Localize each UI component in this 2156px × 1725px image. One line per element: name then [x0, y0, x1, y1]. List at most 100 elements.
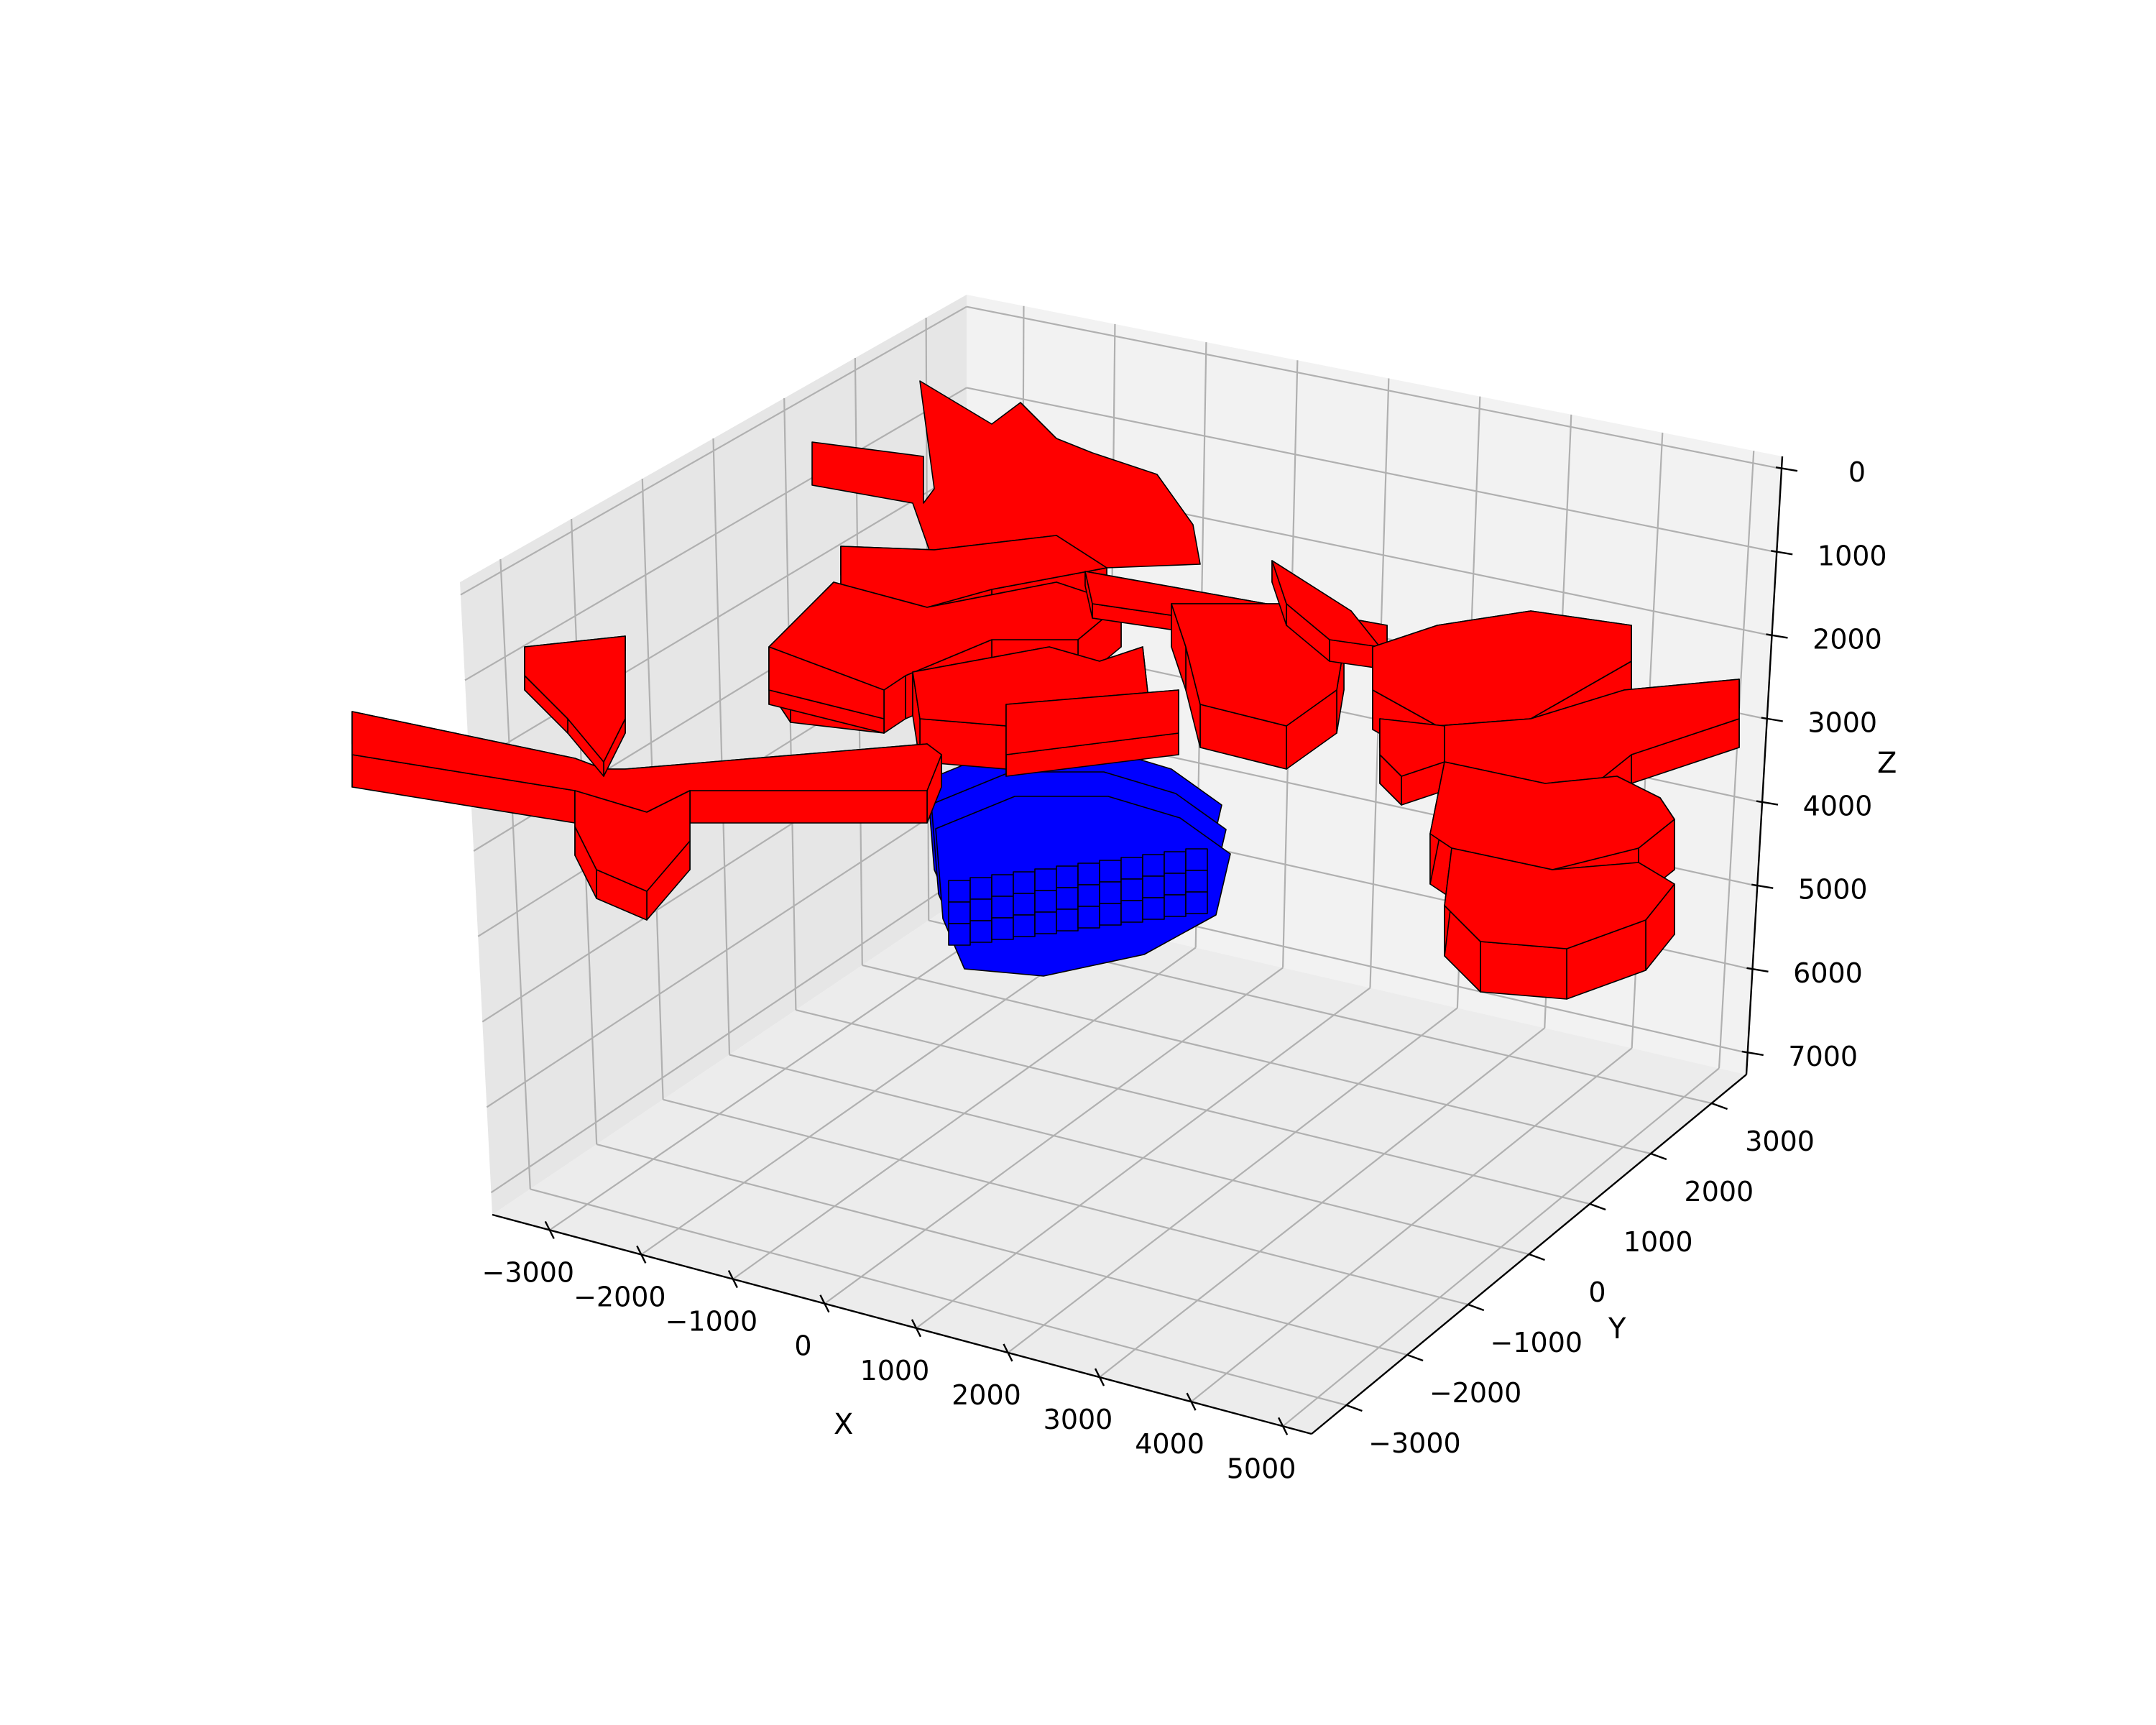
blue-voxel-face — [948, 880, 971, 903]
x-tick-mark — [1094, 1368, 1105, 1386]
z-axis-title: Z — [1877, 747, 1897, 780]
blue-voxel-face — [1077, 906, 1100, 929]
red-body-lower-ring2 — [1444, 847, 1675, 1000]
blue-voxel-face — [1164, 894, 1187, 917]
y-tick-label: 2000 — [1685, 1176, 1754, 1208]
red-voxel-top — [768, 581, 1122, 691]
z-grid-line-back — [966, 305, 1782, 470]
blue-voxel-face — [1034, 911, 1057, 934]
z-tick-label: 5000 — [1798, 874, 1868, 906]
z-tick-label: 7000 — [1788, 1041, 1858, 1072]
blue-voxel-face — [991, 874, 1014, 897]
blue-voxel-face — [1120, 900, 1143, 923]
blue-voxel-face — [1120, 878, 1143, 901]
left-pane — [460, 295, 967, 1215]
red-body-right-side — [1379, 718, 1445, 806]
blue-voxel-face — [1142, 875, 1165, 898]
blue-voxel-face — [1077, 862, 1100, 886]
z-axis-line — [1745, 456, 1784, 1075]
x-tick-mark — [544, 1220, 555, 1239]
blue-voxel-face — [991, 896, 1014, 919]
y-grid-line — [663, 1098, 1469, 1306]
blue-voxel-face — [1164, 851, 1187, 874]
blue-voxel-face — [1142, 854, 1165, 877]
x-tick-mark — [727, 1270, 738, 1289]
z-tick-mark — [1766, 633, 1788, 639]
red-voxel-bodies — [351, 380, 1740, 1000]
y-grid-line-left — [712, 438, 731, 1055]
blue-voxel-face — [1034, 890, 1057, 913]
y-tick-label: 1000 — [1623, 1226, 1693, 1258]
x-tick-label: −2000 — [573, 1281, 666, 1312]
blue-voxel-face — [1185, 848, 1208, 871]
y-axis-title: Y — [1608, 1312, 1626, 1346]
x-tick-label: 3000 — [1044, 1404, 1113, 1435]
blue-voxel-face — [1013, 914, 1036, 937]
y-tick-label: 3000 — [1745, 1126, 1815, 1157]
blue-voxel-face — [1164, 873, 1187, 896]
z-grid-line-back — [966, 387, 1777, 553]
x-tick-mark — [1186, 1392, 1197, 1411]
blue-voxel-face — [1099, 860, 1122, 883]
y-grid-line — [729, 1054, 1529, 1256]
z-tick-mark — [1775, 466, 1798, 472]
y-tick-mark — [1529, 1253, 1545, 1261]
y-tick-label: −1000 — [1491, 1327, 1583, 1358]
x-tick-mark — [1003, 1343, 1013, 1362]
z-tick-label: 0 — [1848, 456, 1866, 488]
blue-voxel-face — [1056, 908, 1079, 932]
floor-pane — [492, 895, 1746, 1434]
z-tick-mark — [1746, 967, 1769, 972]
z-tick-mark — [1771, 550, 1793, 556]
red-voxel-top — [1372, 610, 1632, 727]
z-tick-mark — [1741, 1050, 1764, 1057]
blue-voxel-face — [1056, 887, 1079, 910]
blue-voxel-face — [969, 877, 992, 900]
blue-voxel-face — [1099, 903, 1122, 926]
z-tick-mark — [1761, 717, 1783, 722]
y-tick-label: 0 — [1588, 1276, 1606, 1308]
x-tick-label: 0 — [794, 1330, 811, 1362]
z-tick-label: 1000 — [1818, 540, 1887, 571]
z-tick-label: 2000 — [1812, 623, 1882, 655]
z-tick-label: 4000 — [1803, 791, 1873, 822]
blue-voxel-face — [969, 920, 992, 943]
z-grid-line-left — [486, 792, 967, 1108]
red-voxel-top — [574, 790, 691, 892]
red-voxel-side — [1480, 941, 1567, 1000]
blue-voxel-face — [1056, 865, 1079, 888]
blue-voxel-face — [1013, 893, 1036, 916]
blue-voxel-face — [948, 923, 971, 946]
x-tick-label: −1000 — [665, 1306, 758, 1338]
blue-voxel-face — [1120, 857, 1143, 880]
red-voxel-top — [1271, 560, 1381, 648]
red-body-left-spike — [524, 635, 626, 777]
x-tick-label: 1000 — [860, 1355, 930, 1386]
x-tick-mark — [911, 1319, 922, 1338]
red-body-left-node — [574, 790, 691, 921]
blue-voxel-face — [969, 898, 992, 921]
red-voxel-side — [689, 790, 928, 824]
red-body-right-spike — [1271, 560, 1381, 669]
y-tick-mark — [1345, 1404, 1363, 1412]
x-tick-mark — [1278, 1417, 1289, 1435]
x-axis-title: X — [834, 1408, 853, 1441]
z-axis-ticks: 0 1000 2000 3000 4000 5000 6000 7000 — [1741, 456, 1887, 1072]
z-grid-line-left — [490, 873, 967, 1194]
blue-voxel-face — [991, 917, 1014, 940]
blue-voxel-face — [1077, 884, 1100, 907]
x-tick-label: −3000 — [482, 1256, 575, 1288]
z-tick-mark — [1751, 883, 1774, 889]
y-grid-line — [530, 1188, 1347, 1407]
x-tick-mark — [636, 1245, 647, 1264]
red-voxel-top — [1005, 689, 1179, 755]
x-tick-mark — [819, 1294, 830, 1313]
z-tick-mark — [1756, 800, 1779, 806]
y-tick-mark — [1406, 1353, 1424, 1362]
blue-voxel-face — [948, 901, 971, 924]
blue-voxel-face — [1185, 870, 1208, 893]
y-tick-mark — [1650, 1152, 1667, 1161]
blue-voxel-face — [1034, 868, 1057, 891]
red-voxel-top — [768, 646, 885, 719]
